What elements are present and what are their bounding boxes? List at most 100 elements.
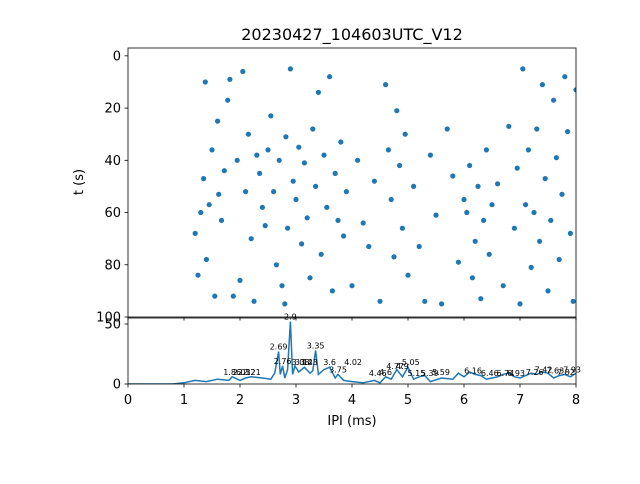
data-point bbox=[517, 301, 523, 307]
data-point bbox=[285, 225, 291, 231]
data-point bbox=[383, 82, 389, 88]
data-point bbox=[411, 183, 417, 189]
peak-label: 2.12 bbox=[238, 368, 256, 377]
data-point bbox=[248, 236, 254, 242]
peak-label: 5.39 bbox=[421, 369, 439, 378]
data-point bbox=[287, 66, 293, 72]
data-point bbox=[307, 275, 313, 281]
peak-label: 4.46 bbox=[369, 369, 387, 378]
data-point bbox=[539, 82, 546, 88]
data-point bbox=[486, 251, 492, 257]
data-point bbox=[559, 191, 565, 197]
data-point bbox=[299, 241, 305, 247]
y-tick-label: 50 bbox=[104, 318, 121, 333]
data-point bbox=[329, 288, 335, 294]
data-point bbox=[341, 233, 347, 239]
data-point bbox=[310, 126, 316, 132]
peak-label: 7.93 bbox=[563, 365, 581, 374]
series-line bbox=[128, 321, 576, 384]
data-point bbox=[259, 204, 265, 210]
data-point bbox=[355, 157, 361, 163]
data-point bbox=[402, 131, 408, 137]
y-axis-label: t (s) bbox=[72, 169, 87, 195]
data-point bbox=[279, 283, 285, 289]
data-point bbox=[500, 283, 506, 289]
peak-label: 3.35 bbox=[307, 341, 325, 350]
x-tick-label: 4 bbox=[348, 393, 356, 408]
data-point bbox=[573, 87, 576, 93]
peak-label: 6.16 bbox=[464, 367, 482, 376]
data-point bbox=[360, 220, 366, 226]
line-series-group bbox=[128, 321, 576, 384]
data-point bbox=[262, 223, 268, 229]
data-point bbox=[399, 225, 405, 231]
data-point bbox=[198, 209, 204, 216]
data-point bbox=[254, 152, 260, 158]
data-point bbox=[455, 259, 461, 265]
data-point bbox=[268, 113, 274, 119]
data-point bbox=[553, 155, 560, 161]
x-tick-label: 0 bbox=[124, 393, 132, 408]
data-point bbox=[203, 256, 209, 263]
data-point bbox=[475, 183, 481, 189]
data-point bbox=[472, 238, 478, 244]
data-point bbox=[483, 147, 489, 153]
data-point bbox=[391, 254, 397, 260]
peak-label: 4.02 bbox=[344, 358, 362, 367]
data-point bbox=[416, 243, 422, 250]
data-point bbox=[450, 173, 456, 179]
data-point bbox=[271, 189, 277, 195]
x-tick-label: 1 bbox=[180, 393, 188, 408]
data-point bbox=[551, 97, 557, 103]
data-point bbox=[225, 97, 231, 103]
data-point bbox=[464, 209, 470, 216]
data-point bbox=[290, 178, 296, 184]
x-tick-label: 6 bbox=[460, 393, 468, 408]
data-point bbox=[237, 277, 243, 283]
data-point bbox=[304, 215, 310, 221]
data-point bbox=[525, 147, 532, 153]
data-point bbox=[366, 243, 372, 250]
data-point bbox=[209, 147, 215, 153]
y-tick-label: 80 bbox=[104, 258, 121, 273]
data-point bbox=[385, 147, 391, 153]
data-point bbox=[283, 134, 289, 140]
x-tick-label: 7 bbox=[516, 393, 524, 408]
x-tick-label: 8 bbox=[572, 393, 580, 408]
data-point bbox=[556, 256, 562, 263]
peak-label: 6.74 bbox=[496, 369, 514, 378]
x-tick-label: 3 bbox=[292, 393, 300, 408]
data-point bbox=[422, 298, 428, 304]
peak-label: 2.9 bbox=[284, 313, 297, 322]
data-point bbox=[245, 131, 251, 137]
data-point bbox=[240, 68, 246, 75]
data-point bbox=[377, 298, 383, 304]
peak-label: 6.93 bbox=[507, 369, 525, 378]
peak-label: 3.6 bbox=[323, 358, 336, 367]
data-point bbox=[230, 293, 236, 299]
peak-label: 4.77 bbox=[386, 362, 404, 371]
data-point bbox=[506, 123, 512, 129]
data-point bbox=[216, 191, 222, 197]
peak-label: 5.15 bbox=[407, 369, 425, 378]
y-tick-label: 40 bbox=[104, 154, 121, 169]
data-point bbox=[301, 160, 307, 166]
data-point bbox=[528, 264, 534, 270]
data-point bbox=[265, 147, 271, 153]
data-point bbox=[234, 157, 240, 163]
data-point bbox=[273, 262, 279, 268]
data-point bbox=[514, 165, 520, 171]
x-tick-label: 5 bbox=[404, 393, 412, 408]
data-point bbox=[218, 217, 225, 223]
data-point bbox=[565, 129, 571, 135]
data-point bbox=[523, 202, 529, 208]
data-point bbox=[212, 293, 218, 299]
data-point bbox=[321, 152, 327, 158]
data-point bbox=[257, 170, 263, 176]
data-point bbox=[313, 183, 319, 189]
peak-label: 2.21 bbox=[243, 368, 261, 377]
data-point bbox=[394, 108, 400, 114]
data-point bbox=[562, 74, 568, 80]
peak-label: 2.76 bbox=[274, 357, 292, 366]
